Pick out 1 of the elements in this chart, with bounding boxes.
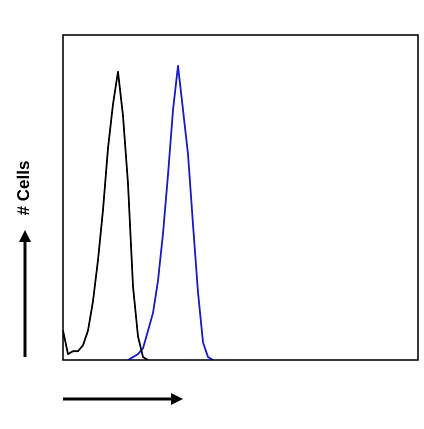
y-axis-title: # Cells bbox=[14, 160, 34, 216]
